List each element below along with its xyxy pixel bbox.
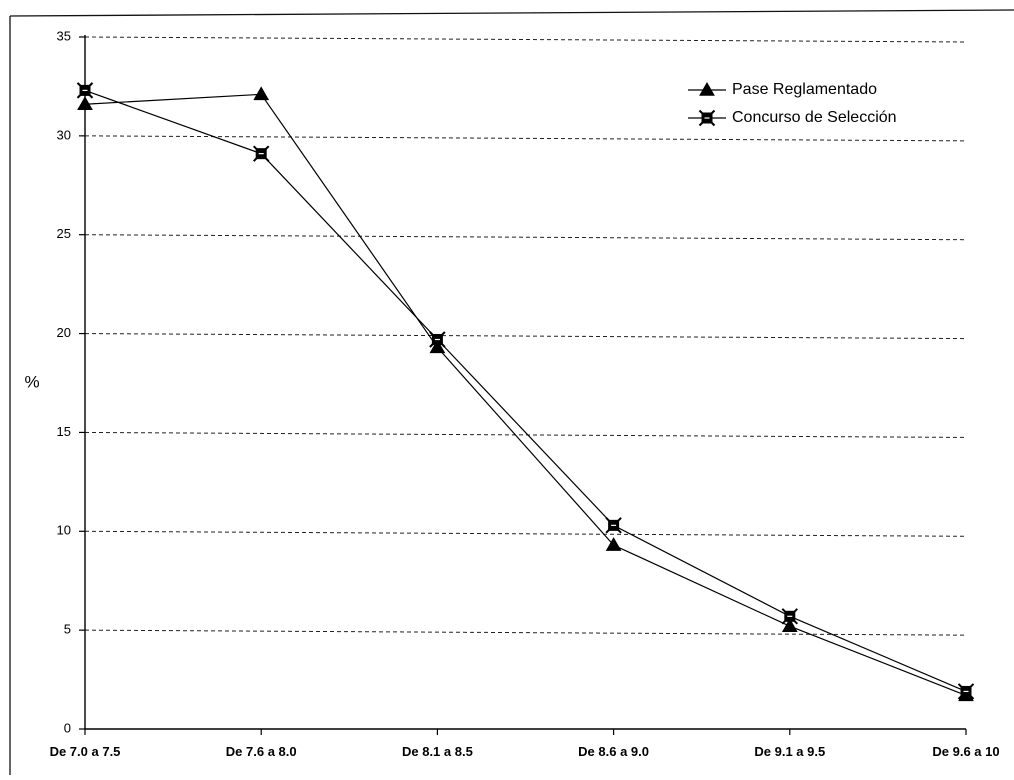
data-point-series-2-3 <box>429 331 446 348</box>
y-tick-label: 35 <box>57 28 71 43</box>
x-tick-label: De 9.1 a 9.5 <box>754 744 825 759</box>
series-lines <box>84 89 967 696</box>
series-line-1 <box>84 93 967 696</box>
data-point-series-2-2 <box>252 145 270 162</box>
data-point-series-2-1 <box>76 82 94 99</box>
legend-label: Pase Reglamentado <box>732 81 877 98</box>
gridline-y-25 <box>84 234 966 241</box>
y-axis-ticks: 0 5 10 15 20 25 30 35 <box>57 28 85 735</box>
axes <box>84 35 966 730</box>
x-tick-label: De 7.0 a 7.5 <box>50 744 121 759</box>
y-tick-label: 20 <box>57 325 71 340</box>
y-tick-label: 30 <box>57 127 71 142</box>
legend-label: Concurso de Selección <box>732 109 897 126</box>
data-point-series-2-6 <box>957 683 975 700</box>
data-point-series-2-4 <box>605 517 622 534</box>
gridlines <box>84 36 966 636</box>
y-tick-label: 15 <box>57 424 71 439</box>
y-tick-label: 25 <box>57 226 71 241</box>
legend-marker-triangle <box>699 81 715 96</box>
gridline-y-20 <box>84 333 966 340</box>
legend-marker-x-square <box>698 109 716 127</box>
y-tick-label: 5 <box>64 622 71 637</box>
series-markers <box>76 82 975 702</box>
data-point-series-1-1 <box>77 96 93 110</box>
y-axis-title: % <box>24 372 39 391</box>
x-tick-label: De 9.6 a 10 <box>932 744 999 759</box>
y-tick-label: 10 <box>57 523 71 538</box>
y-tick-label: 0 <box>64 720 71 735</box>
data-point-series-1-2 <box>253 86 270 101</box>
data-point-series-1-4 <box>605 537 622 551</box>
x-tick-label: De 8.1 a 8.5 <box>402 744 473 759</box>
x-axis-ticks: De 7.0 a 7.5 De 7.6 a 8.0 De 8.1 a 8.5 De 8… <box>50 729 1000 759</box>
gridline-y-15 <box>84 431 966 438</box>
gridline-y-35 <box>84 36 966 43</box>
x-tick-label: De 7.6 a 8.0 <box>226 744 297 759</box>
legend-item-1: Pase Reglamentado <box>688 81 877 98</box>
frame-top-edge <box>9 9 1014 17</box>
data-point-series-2-5 <box>781 608 799 625</box>
legend-item-2: Concurso de Selección <box>688 109 897 126</box>
legend: Pase Reglamentado Concurso de Selección <box>688 81 897 126</box>
x-tick-label: De 8.6 a 9.0 <box>578 744 649 759</box>
data-point-series-1-5 <box>781 618 798 632</box>
gridline-y-10 <box>84 530 966 537</box>
series-line-2 <box>84 89 967 692</box>
data-point-series-1-3 <box>429 339 446 354</box>
